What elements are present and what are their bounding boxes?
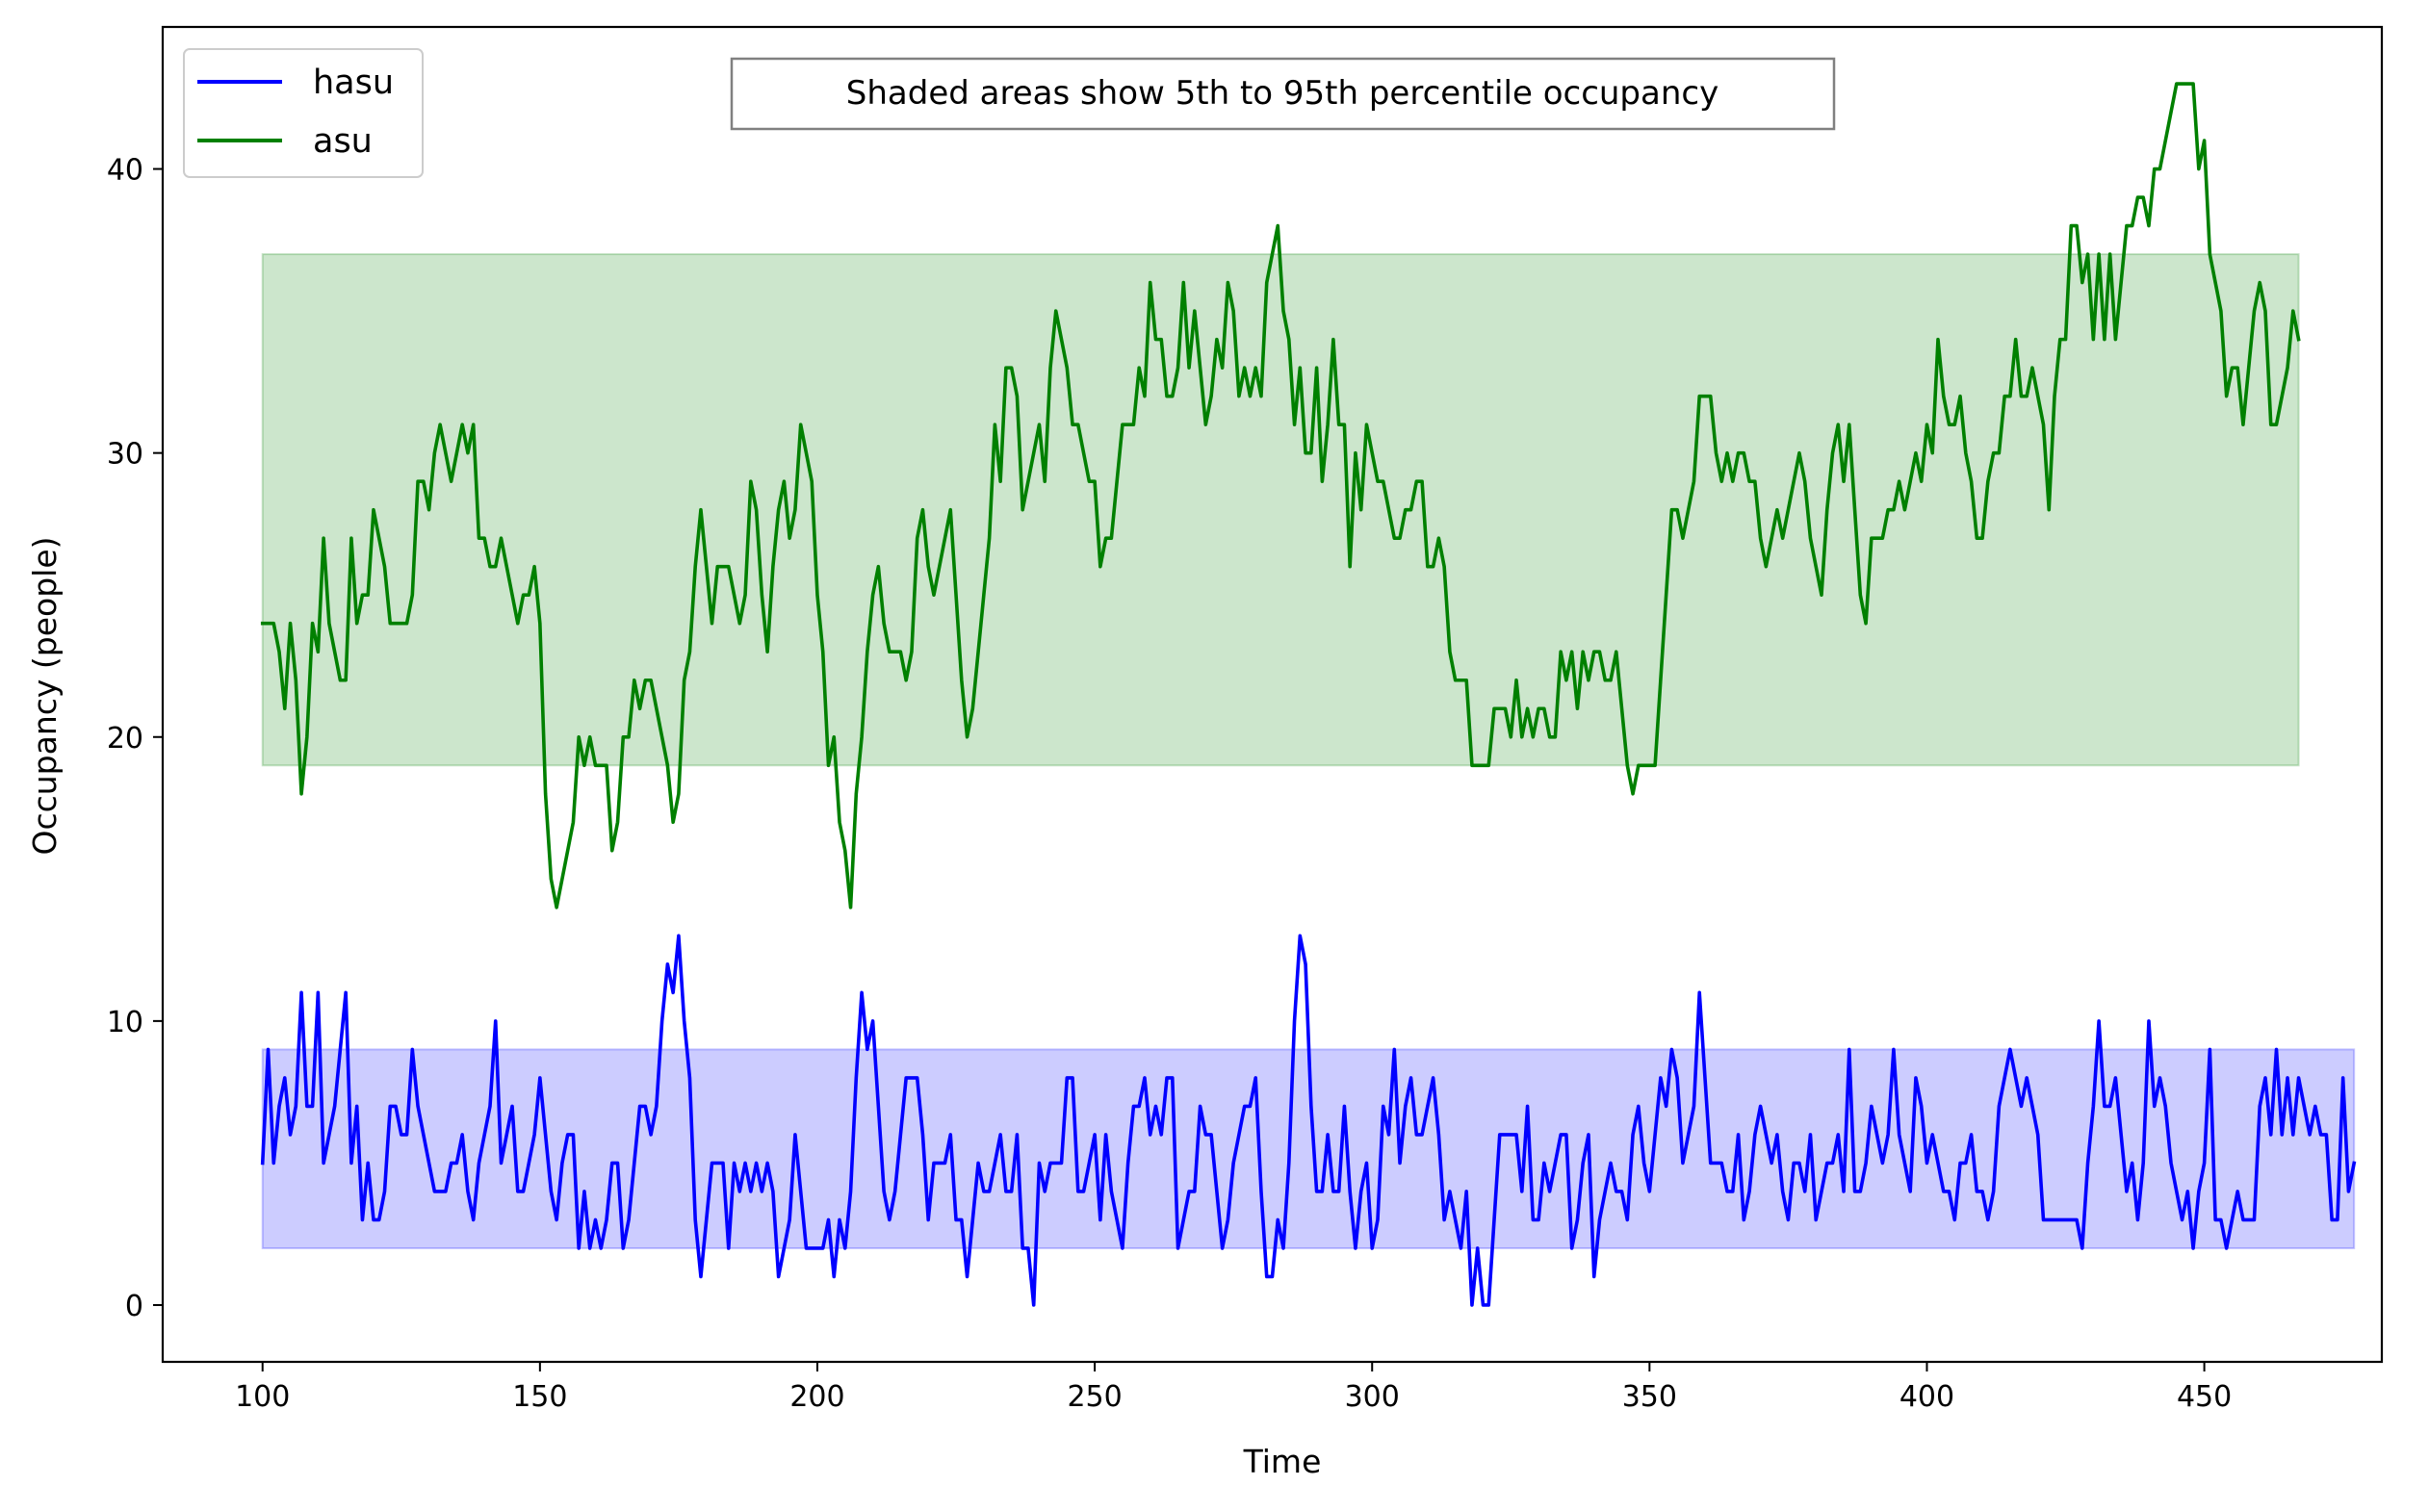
series-line-asu [260,82,2301,910]
x-axis-ticks: 100 150 200 250 300 350 400 450 [235,1362,2232,1414]
x-tick-label: 250 [1067,1380,1122,1414]
x-tick-label: 350 [1622,1380,1677,1414]
annotation-text: Shaded areas show 5th to 95th percentile… [846,74,1718,113]
series-line-hasu [260,934,2357,1307]
x-tick-label: 150 [512,1380,567,1414]
y-tick-label: 0 [125,1290,143,1323]
percentile-band-hasu [261,1048,2356,1249]
y-tick-label: 40 [107,154,143,188]
legend-label-hasu: hasu [313,64,394,102]
y-tick-label: 10 [107,1006,143,1039]
legend: hasu asu [183,48,424,178]
y-tick-label: 20 [107,722,143,756]
y-tick-label: 30 [107,438,143,472]
legend-label-asu: asu [313,122,373,161]
plot-area-frame [161,25,2384,1364]
y-axis-ticks: 0 10 20 30 40 [107,154,163,1323]
x-tick-label: 300 [1345,1380,1400,1414]
series-lines [260,82,2357,1307]
percentile-band-asu [261,253,2300,767]
x-tick-label: 400 [1899,1380,1954,1414]
annotation-box: Shaded areas show 5th to 95th percentile… [730,57,1836,131]
y-axis-label: Occupancy (people) [26,536,64,855]
percentile-bands [261,253,2356,1249]
x-axis-label: Time [1243,1443,1322,1480]
x-tick-label: 100 [235,1380,290,1414]
annotation-frame [730,57,1836,131]
x-tick-label: 450 [2177,1380,2232,1414]
x-tick-label: 200 [789,1380,844,1414]
